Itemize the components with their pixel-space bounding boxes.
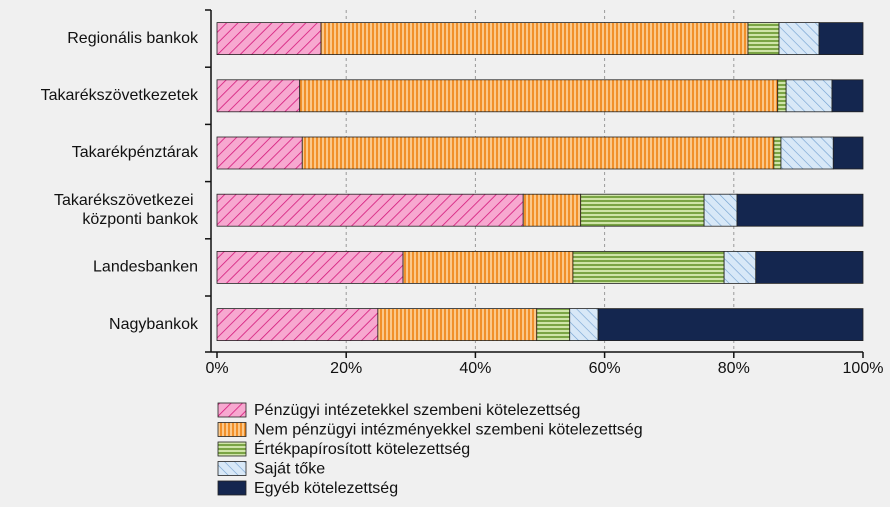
bar-segment bbox=[216, 193, 524, 227]
bar-segment bbox=[773, 136, 782, 170]
label-line: központi bankok bbox=[82, 211, 199, 228]
legend-label: Saját tőke bbox=[254, 461, 325, 478]
bar-segment bbox=[299, 79, 779, 113]
x-tick-label: 0% bbox=[205, 360, 228, 377]
bar-segment bbox=[522, 193, 582, 227]
legend-label: Nem pénzügyi intézményekkel szembeni köt… bbox=[254, 422, 643, 439]
bar-segment bbox=[597, 308, 864, 342]
bar-segment bbox=[747, 22, 780, 56]
legend-label: Egyéb kötelezettség bbox=[254, 480, 398, 497]
legend-swatch bbox=[217, 461, 247, 476]
legend-label: Pénzügyi intézetekkel szembeni kötelezet… bbox=[254, 402, 580, 419]
x-tick-label: 60% bbox=[589, 360, 621, 377]
legend-swatch bbox=[217, 480, 247, 496]
bar-segment bbox=[301, 136, 775, 170]
bar-segment bbox=[536, 308, 571, 342]
label-line: Takarékszövetkezei bbox=[54, 192, 198, 209]
bar-segment bbox=[703, 193, 738, 227]
x-tick-label: 20% bbox=[330, 360, 362, 377]
x-tick-label: 100% bbox=[843, 360, 884, 377]
bar-segment bbox=[778, 22, 820, 56]
y-tick-label: Regionális bankok bbox=[67, 30, 199, 47]
bar-segment bbox=[377, 308, 538, 342]
bar-segment bbox=[785, 79, 833, 113]
bar-segment bbox=[402, 250, 574, 284]
bar-segment bbox=[723, 250, 757, 284]
bar-segment bbox=[216, 22, 322, 56]
bar-segment bbox=[580, 193, 705, 227]
y-tick-label: Nagybankok bbox=[109, 316, 199, 333]
bar-segment bbox=[216, 308, 379, 342]
bar-segment bbox=[216, 250, 404, 284]
legend-swatch bbox=[217, 422, 247, 437]
bar-segment bbox=[572, 250, 725, 284]
legend-swatch bbox=[217, 402, 247, 418]
bar-segment bbox=[777, 79, 787, 113]
y-tick-label: Takarékszövetkezei központi bankok bbox=[54, 192, 199, 228]
bar-segment bbox=[320, 22, 749, 56]
bar-segment bbox=[216, 136, 303, 170]
y-tick-label: Takarékpénztárak bbox=[72, 144, 199, 161]
bar-segment bbox=[736, 193, 864, 227]
legend-swatch bbox=[217, 441, 247, 457]
bar-segment bbox=[569, 308, 599, 342]
x-tick-label: 80% bbox=[718, 360, 750, 377]
bar-segment bbox=[755, 250, 864, 284]
x-tick-label: 40% bbox=[459, 360, 491, 377]
legend-label: Értékpapírosított kötelezettség bbox=[254, 439, 470, 458]
bar-segment bbox=[780, 136, 834, 170]
bar-segment bbox=[832, 136, 864, 170]
y-tick-label: Landesbanken bbox=[93, 259, 198, 276]
y-tick-label: Takarékszövetkezetek bbox=[41, 87, 199, 104]
bar-segment bbox=[818, 22, 864, 56]
bar-segment bbox=[216, 79, 301, 113]
bar-segment bbox=[831, 79, 864, 113]
